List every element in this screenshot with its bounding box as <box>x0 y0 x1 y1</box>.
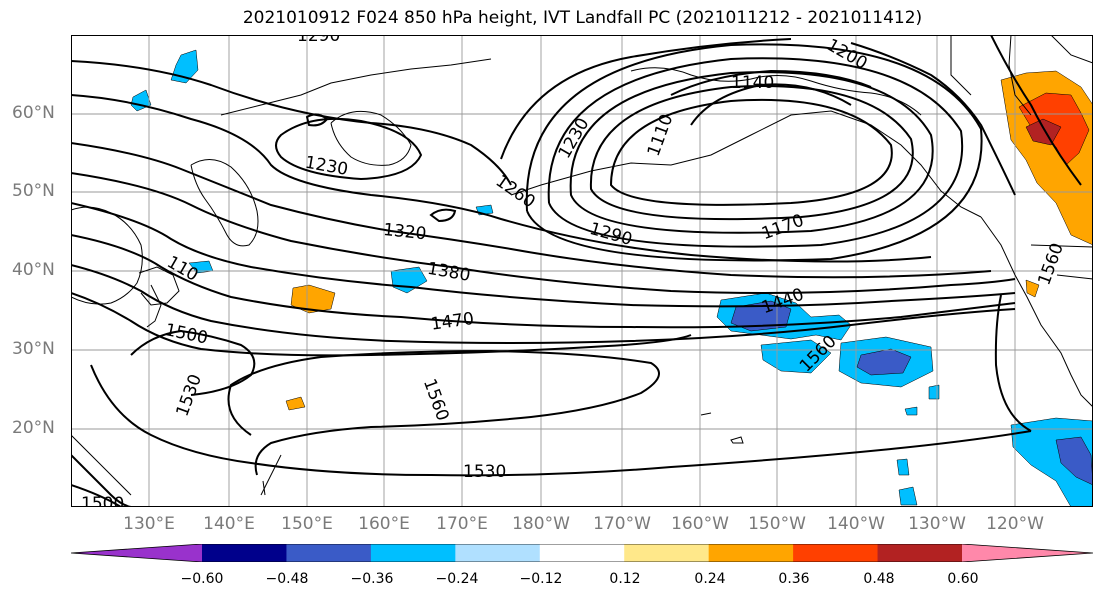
lon-label: 140°E <box>203 514 255 534</box>
shade-negative-region <box>1055 436 1093 486</box>
contour-label: 1530 <box>172 372 206 419</box>
colorbar-tick-label: −0.24 <box>435 571 479 587</box>
lon-label: 120°W <box>986 514 1044 534</box>
colorbar-segment <box>624 544 710 562</box>
lon-label: 180°W <box>512 514 570 534</box>
shade-negative-region <box>898 486 918 506</box>
coastlines <box>71 35 1093 496</box>
lon-label: 150°E <box>281 514 333 534</box>
height-contours <box>71 35 1082 507</box>
contour-label: 110 <box>163 252 201 286</box>
contour-label: 1530 <box>463 462 506 482</box>
colorbar-segment <box>877 544 963 562</box>
colorbar-segment <box>708 544 794 562</box>
colorbar-tick-label: 0.12 <box>609 571 641 587</box>
lon-label: 160°W <box>671 514 729 534</box>
shade-negative-region <box>730 300 792 332</box>
lat-label: 20°N <box>12 418 55 438</box>
lon-label: 130°W <box>908 514 966 534</box>
lon-label: 150°W <box>748 514 806 534</box>
lon-label: 160°E <box>358 514 410 534</box>
contour-label: 1290 <box>587 219 634 250</box>
colorbar-tick-label: −0.36 <box>350 571 394 587</box>
shade-negative-region <box>130 89 152 112</box>
colorbar-segment <box>793 544 879 562</box>
map-title: 2021010912 F024 850 hPa height, IVT Land… <box>242 8 923 28</box>
contour-label: 1380 <box>426 259 472 286</box>
colorbar-tick-label: 0.24 <box>694 571 726 587</box>
contour-label: 1320 <box>382 220 427 244</box>
colorbar-segment <box>539 544 625 562</box>
shade-negative-region <box>904 406 918 416</box>
contour-label: 1110 <box>644 112 678 159</box>
colorbar-segment <box>71 544 202 562</box>
colorbar-tick-label: −0.48 <box>265 571 309 587</box>
contour-label: 1230 <box>303 153 349 180</box>
colorbar-tick-label: 0.36 <box>778 571 810 587</box>
contour-label: 1470 <box>430 309 476 335</box>
lat-label: 30°N <box>12 339 55 359</box>
shade-positive-region <box>290 284 336 314</box>
colorbar-tick-label: −0.12 <box>519 571 563 587</box>
shade-positive-region <box>285 396 306 411</box>
colorbar-segment <box>202 544 287 562</box>
colorbar-tick-label: −0.60 <box>180 571 224 587</box>
shade-negative-region <box>856 348 912 376</box>
contour-label: 1170 <box>759 211 806 245</box>
colorbar-segment <box>370 544 456 562</box>
lon-label: 140°W <box>827 514 885 534</box>
lon-label: 170°W <box>593 514 651 534</box>
lat-label: 40°N <box>12 260 55 280</box>
map-panel: 1290 1140 1200 1230 1110 1230 1260 1320 … <box>71 35 1093 507</box>
shade-negative-region <box>896 458 910 476</box>
colorbar-tick-label: 0.48 <box>863 571 895 587</box>
contour-label: 1560 <box>1034 240 1068 287</box>
colorbar <box>71 544 1093 562</box>
lat-label: 50°N <box>12 181 55 201</box>
shade-positive-region <box>1025 279 1040 298</box>
shade-negative-region <box>760 339 832 374</box>
colorbar-segment <box>962 544 1093 562</box>
contour-label: 1230 <box>555 115 594 162</box>
colorbar-segment <box>455 544 541 562</box>
contour-label: 1560 <box>419 376 453 423</box>
contour-label: 1290 <box>297 35 340 46</box>
shade-negative-region <box>928 384 940 400</box>
ivt-shading <box>130 49 1093 507</box>
contour-label: 1140 <box>731 73 774 93</box>
lat-label: 60°N <box>12 103 55 123</box>
contour-label: 1500 <box>163 320 209 349</box>
colorbar-tick-label: 0.60 <box>947 571 979 587</box>
lon-label: 170°E <box>436 514 488 534</box>
colorbar-segment <box>286 544 372 562</box>
lon-label: 130°E <box>123 514 175 534</box>
contour-label: 1500 <box>81 494 124 507</box>
contour-label: 1200 <box>823 35 870 74</box>
contour-label: 1260 <box>492 171 539 212</box>
